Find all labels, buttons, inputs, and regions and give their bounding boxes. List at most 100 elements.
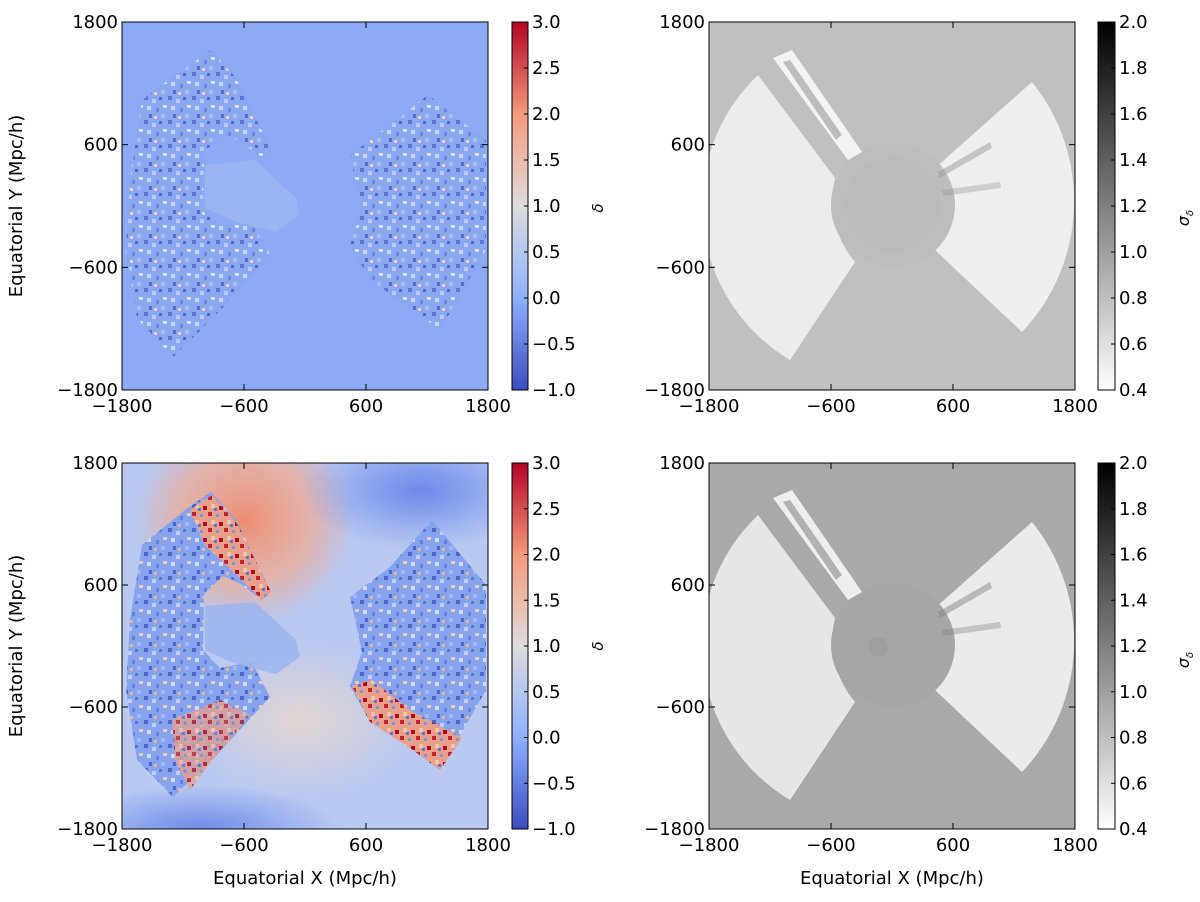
colorbar-tick-label: 2.0 — [532, 545, 561, 566]
colorbar-tick-label: 1.0 — [532, 636, 561, 657]
x-tick-label: −600 — [219, 835, 268, 856]
x-axis-label: Equatorial X (Mpc/h) — [800, 868, 984, 889]
colorbar-tick-label: 2.5 — [532, 58, 561, 79]
colorbar-tick-label: 0.5 — [532, 242, 561, 263]
colorbar-label: σδ — [1174, 652, 1196, 668]
colorbar-tick-label: 2.0 — [1119, 453, 1148, 474]
overdense-strip-east — [352, 680, 462, 770]
y-tick-label: 600 — [84, 575, 118, 596]
x-tick-label: 1800 — [1052, 396, 1098, 417]
colorbar-tick-label: 0.8 — [1119, 288, 1148, 309]
x-tick-label: 1800 — [465, 835, 511, 856]
panel-bottom-left: δ Equatorial Y (Mpc/h) Equatorial X (Mpc… — [6, 453, 607, 889]
survey-wedge-east-gap-1 — [938, 582, 992, 618]
colorbar-tick-label: −0.5 — [532, 773, 576, 794]
colorbar-tick-label: 2.0 — [532, 104, 561, 125]
density-field-bottom-left — [122, 463, 488, 829]
survey-wedge-east-gap-2 — [942, 622, 1001, 636]
axes-frame — [121, 21, 489, 391]
survey-footprint-inner-patch — [205, 160, 300, 232]
colorbar-tick-label: 0.5 — [532, 682, 561, 703]
y-axis-label: Equatorial Y (Mpc/h) — [6, 555, 27, 738]
x-tick-label: −600 — [219, 396, 268, 417]
survey-shell-left — [709, 515, 855, 800]
survey-wedge-east-gap-1 — [938, 142, 992, 178]
colorbar-tick-label: 0.0 — [532, 728, 561, 749]
x-axis-label: Equatorial X (Mpc/h) — [213, 868, 397, 889]
colorbar-tick-label: 2.5 — [532, 499, 561, 520]
colorbar-label: δ — [589, 203, 607, 212]
panel-bottom-right: σδ Equatorial X (Mpc/h) −1800 −600 600 1800… — [644, 453, 1196, 889]
y-tick-label: 1800 — [659, 453, 705, 474]
y-tick-label: 600 — [671, 135, 705, 156]
colorbar-tick-label: −1.0 — [532, 819, 576, 840]
colorbar-tick-label: −1.0 — [532, 380, 576, 401]
colorbar-tick-label: 1.8 — [1119, 499, 1148, 520]
y-tick-label: −600 — [69, 697, 118, 718]
colorbar-tick-label: 1.2 — [1119, 636, 1148, 657]
colorbar-tick-label: 1.8 — [1119, 58, 1148, 79]
colorbar-tick-label: 1.6 — [1119, 545, 1148, 566]
survey-wedge-north-gap — [783, 500, 842, 580]
colorbar-tick-label: 0.6 — [1119, 773, 1148, 794]
inner-core — [831, 583, 955, 707]
colorbar-tick-label: 3.0 — [532, 453, 561, 474]
survey-footprint-east — [350, 95, 486, 330]
y-tick-label: −600 — [656, 697, 705, 718]
axes-frame — [708, 462, 1076, 830]
x-tick-label: −1800 — [679, 835, 740, 856]
x-tick-label: −1800 — [92, 835, 153, 856]
colorbar-tick-label: 1.5 — [532, 590, 561, 611]
colorbar-label: δ — [589, 641, 607, 650]
x-tick-label: 600 — [936, 835, 970, 856]
x-tick-label: −1800 — [679, 396, 740, 417]
colorbar-tick-label: 0.8 — [1119, 728, 1148, 749]
colorbar-tick-label: 0.0 — [532, 288, 561, 309]
survey-wedge-east-gap-2 — [942, 182, 1001, 196]
survey-shell-right — [935, 522, 1075, 772]
colorbar-tick-label: −0.5 — [532, 334, 576, 355]
colorbar-tick-label: 0.4 — [1119, 819, 1148, 840]
x-tick-label: 600 — [936, 396, 970, 417]
x-tick-label: 1800 — [465, 396, 511, 417]
y-tick-label: 600 — [671, 575, 705, 596]
y-tick-label: 1800 — [72, 12, 118, 33]
y-tick-label: −1800 — [644, 380, 705, 401]
panel-top-right: σδ −1800 −600 600 1800 −1800 −600 600 1800 0.4 0.… — [644, 12, 1196, 417]
y-tick-label: −600 — [69, 257, 118, 278]
axis-ticks-top-right: −1800 −600 600 1800 −1800 −600 600 1800 0.4 0.6 0.… — [644, 12, 1148, 417]
panel-top-left: δ Equatorial Y (Mpc/h) −1800 −600 600 1800−… — [6, 12, 607, 417]
x-tick-label: −1800 — [92, 396, 153, 417]
colorbar-tick-label: 1.4 — [1119, 590, 1148, 611]
colorbar-tick-label: 1.5 — [532, 150, 561, 171]
x-tick-label: 600 — [349, 835, 383, 856]
overdense-strip-north — [190, 495, 271, 600]
axes-frame — [708, 21, 1076, 391]
colorbar-tick-label: 1.6 — [1119, 104, 1148, 125]
y-tick-label: −1800 — [644, 819, 705, 840]
underdensity-blob-north — [300, 463, 488, 550]
axis-ticks-bottom-right: −1800 −600 600 1800 −1800 −600 600 1800 0.4 0.6 0.… — [644, 453, 1148, 856]
uncertainty-field-bottom-right — [709, 463, 1075, 829]
survey-shell-left — [709, 75, 855, 360]
y-tick-label: 1800 — [72, 453, 118, 474]
uncertainty-field-top-right — [709, 22, 1075, 390]
y-tick-label: 1800 — [659, 12, 705, 33]
density-field-top-left — [122, 22, 488, 390]
colorbar-tick-label: 1.0 — [1119, 242, 1148, 263]
colorbar-tick-label: 1.2 — [1119, 196, 1148, 217]
y-tick-label: −600 — [656, 257, 705, 278]
colorbar-tick-label: 2.0 — [1119, 12, 1148, 33]
colorbar-tick-label: 1.0 — [532, 196, 561, 217]
inner-core-center — [845, 157, 941, 253]
colorbar-tick-label: 0.4 — [1119, 380, 1148, 401]
x-tick-label: −600 — [806, 835, 855, 856]
y-tick-label: −1800 — [57, 380, 118, 401]
x-tick-label: 600 — [349, 396, 383, 417]
y-axis-label: Equatorial Y (Mpc/h) — [6, 115, 27, 298]
survey-footprint-inner-patch — [205, 602, 300, 674]
axes-frame — [121, 462, 489, 830]
axis-ticks-top-left: −1800 −600 600 1800 −1800 −600 600 1800 −1.0 −0.5… — [57, 12, 576, 417]
x-tick-label: 1800 — [1052, 835, 1098, 856]
